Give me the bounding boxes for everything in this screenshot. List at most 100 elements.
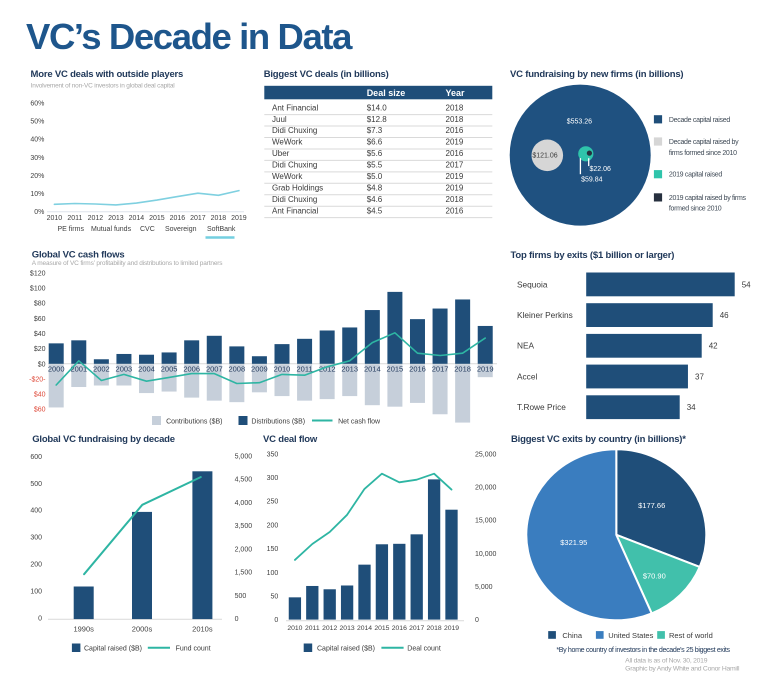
svg-text:2012: 2012 (88, 215, 104, 222)
svg-text:VC deal flow: VC deal flow (263, 434, 318, 445)
svg-text:$0: $0 (38, 361, 46, 368)
svg-text:60%: 60% (30, 100, 44, 107)
svg-text:Mutual funds: Mutual funds (91, 226, 132, 233)
svg-text:Involvement of non-VC investor: Involvement of non-VC investors in globa… (31, 82, 176, 89)
svg-text:2016: 2016 (170, 215, 186, 222)
svg-text:WeWork: WeWork (272, 138, 303, 147)
svg-text:34: 34 (687, 403, 696, 412)
svg-text:54: 54 (742, 280, 751, 289)
svg-text:2011: 2011 (305, 625, 320, 632)
svg-text:Distributions ($B): Distributions ($B) (251, 418, 305, 425)
svg-text:$80: $80 (34, 301, 46, 308)
svg-text:-$20-: -$20- (29, 376, 46, 383)
svg-text:Fund count: Fund count (176, 646, 211, 653)
svg-text:Global VC fundraising by decad: Global VC fundraising by decade (32, 434, 175, 445)
svg-text:Contributions ($B): Contributions ($B) (166, 418, 222, 425)
svg-text:2019 capital raised by firms: 2019 capital raised by firms (669, 195, 747, 202)
svg-text:Rest of world: Rest of world (669, 631, 713, 640)
svg-text:2010: 2010 (287, 625, 302, 632)
svg-text:2018: 2018 (446, 115, 464, 124)
svg-text:More VC deals with outside pla: More VC deals with outside players (31, 69, 184, 80)
svg-text:2016: 2016 (446, 149, 464, 158)
svg-text:A measure of VC firms’ profita: A measure of VC firms’ profitability and… (32, 260, 224, 267)
svg-text:2019: 2019 (444, 625, 459, 632)
svg-text:$60: $60 (34, 316, 46, 323)
svg-text:2015: 2015 (149, 215, 165, 222)
svg-text:2,000: 2,000 (235, 546, 253, 553)
svg-text:50%: 50% (30, 118, 44, 125)
svg-text:46: 46 (720, 311, 729, 320)
svg-text:2017: 2017 (446, 161, 464, 170)
svg-text:0: 0 (235, 616, 239, 623)
svg-text:2013: 2013 (108, 215, 124, 222)
svg-text:200: 200 (30, 562, 42, 569)
svg-text:20%: 20% (30, 173, 44, 180)
svg-text:2019: 2019 (446, 183, 464, 192)
svg-text:WeWork: WeWork (272, 172, 303, 181)
svg-text:100: 100 (30, 588, 42, 595)
svg-text:Juul: Juul (272, 115, 287, 124)
svg-text:Deal size: Deal size (367, 88, 406, 98)
svg-text:2016: 2016 (446, 206, 464, 215)
svg-text:T.Rowe Price: T.Rowe Price (517, 402, 566, 412)
svg-text:VC fundraising by new firms (i: VC fundraising by new firms (in billions… (510, 69, 683, 80)
svg-text:$4.5: $4.5 (367, 206, 383, 215)
svg-text:2016: 2016 (446, 126, 464, 135)
svg-text:2004: 2004 (138, 365, 155, 374)
svg-text:2015: 2015 (374, 625, 389, 632)
svg-text:$5.0: $5.0 (367, 172, 383, 181)
svg-text:10%: 10% (30, 191, 44, 198)
svg-text:2019: 2019 (477, 365, 494, 374)
svg-text:$12.8: $12.8 (367, 115, 388, 124)
svg-text:Biggest VC exits by country (i: Biggest VC exits by country (in billions… (511, 434, 686, 445)
svg-text:2017: 2017 (432, 365, 449, 374)
svg-text:Global VC cash flows: Global VC cash flows (32, 250, 125, 261)
svg-text:Graphic by Andy White and Cono: Graphic by Andy White and Conor Hamill (625, 665, 740, 672)
svg-text:42: 42 (709, 342, 718, 351)
svg-text:$100: $100 (30, 286, 46, 293)
svg-text:600: 600 (30, 454, 42, 461)
svg-text:2018: 2018 (454, 365, 471, 374)
svg-text:$4.6: $4.6 (367, 195, 383, 204)
svg-text:0: 0 (38, 615, 42, 622)
svg-text:All data is as of Nov. 30, 201: All data is as of Nov. 30, 2019 (625, 658, 708, 665)
svg-text:Didi Chuxing: Didi Chuxing (272, 161, 317, 170)
svg-text:2010: 2010 (47, 215, 63, 222)
svg-text:2018: 2018 (211, 215, 227, 222)
svg-text:Accel: Accel (517, 371, 537, 381)
svg-text:2019 capital raised: 2019 capital raised (669, 172, 722, 179)
svg-text:$177.66: $177.66 (638, 501, 665, 510)
svg-text:$7.3: $7.3 (367, 126, 383, 135)
svg-text:2019: 2019 (446, 138, 464, 147)
svg-text:2016: 2016 (409, 365, 426, 374)
svg-text:Ant Financial: Ant Financial (272, 206, 318, 215)
svg-text:50: 50 (271, 593, 279, 600)
svg-text:4,000: 4,000 (235, 500, 253, 507)
svg-text:2016: 2016 (392, 625, 407, 632)
svg-text:China: China (562, 631, 582, 640)
svg-text:2006: 2006 (183, 365, 200, 374)
svg-text:Uber: Uber (272, 149, 290, 158)
svg-text:500: 500 (30, 481, 42, 488)
svg-text:formed since 2010: formed since 2010 (669, 206, 722, 213)
svg-text:100: 100 (267, 570, 279, 577)
svg-text:2019: 2019 (231, 215, 247, 222)
svg-text:2003: 2003 (116, 365, 133, 374)
svg-text:300: 300 (30, 535, 42, 542)
svg-text:$6.6: $6.6 (367, 138, 383, 147)
svg-text:$553.26: $553.26 (567, 118, 592, 125)
svg-text:Didi Chuxing: Didi Chuxing (272, 195, 317, 204)
svg-text:Sequoia: Sequoia (517, 279, 548, 289)
svg-text:$20: $20 (34, 346, 46, 353)
svg-text:2001: 2001 (70, 365, 87, 374)
svg-text:$70.90: $70.90 (643, 572, 666, 581)
svg-text:5,000: 5,000 (235, 453, 253, 460)
svg-text:Didi Chuxing: Didi Chuxing (272, 126, 317, 135)
svg-text:400: 400 (30, 508, 42, 515)
svg-text:$59.84: $59.84 (581, 177, 603, 184)
svg-text:0: 0 (274, 617, 278, 624)
svg-text:2014: 2014 (357, 625, 372, 632)
svg-text:2010s: 2010s (192, 625, 213, 634)
svg-text:0: 0 (475, 617, 479, 624)
svg-text:Decade capital raised: Decade capital raised (669, 117, 730, 124)
